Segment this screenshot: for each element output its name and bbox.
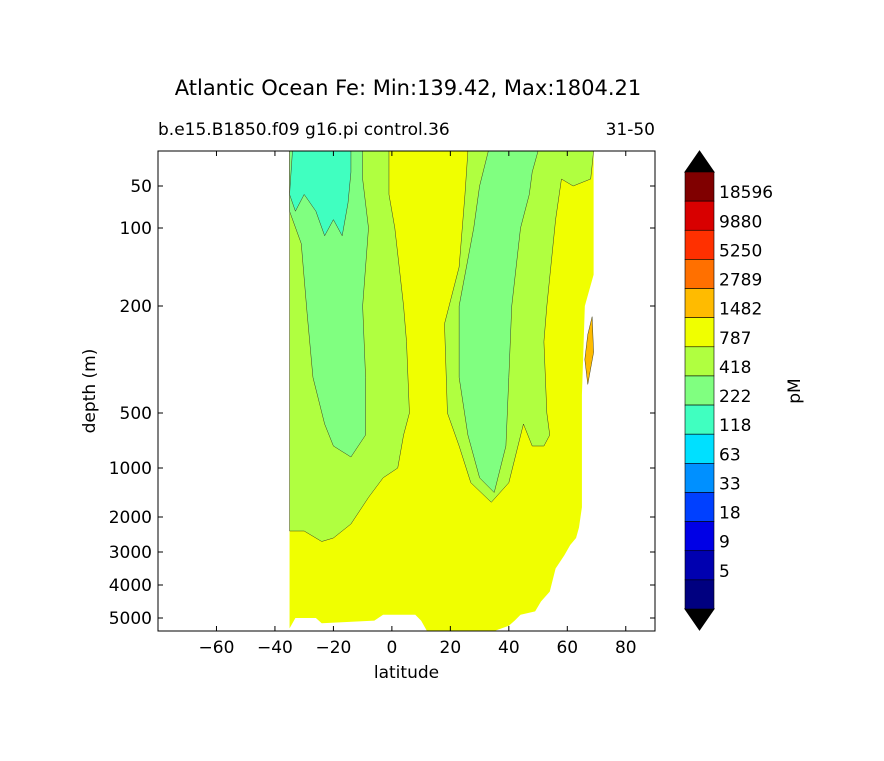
y-tick-label: 200 xyxy=(120,297,152,317)
colorbar-tick-label: 5 xyxy=(719,562,730,582)
x-axis-label: latitude xyxy=(374,663,439,683)
plot-frame xyxy=(157,150,656,632)
y-tick-label: 4000 xyxy=(109,576,152,596)
contour-fills xyxy=(289,150,594,631)
colorbar-segment xyxy=(684,463,715,493)
chart-subtitle-years: 31-50 xyxy=(605,120,655,140)
colorbar-tick-label: 18596 xyxy=(719,183,773,203)
colorbar-tick-label: 33 xyxy=(719,474,741,494)
fill-1482-2789 xyxy=(584,316,594,385)
x-tick-label: −40 xyxy=(257,638,293,658)
colorbar-segment xyxy=(684,492,715,522)
x-tick-label: −60 xyxy=(199,638,235,658)
colorbar-segment xyxy=(684,317,715,348)
colorbar-tick-label: 118 xyxy=(719,416,751,436)
colorbar-tick-label: 222 xyxy=(719,387,751,407)
colorbar-segment xyxy=(684,200,715,231)
fill-118-222 xyxy=(289,150,352,237)
colorbar-extend-max xyxy=(684,150,715,173)
colorbar-segment xyxy=(684,550,715,581)
y-axis: 50 100 200 500 1000 2000 3000 4000 5000 depth (m) xyxy=(80,177,655,629)
colorbar-segment xyxy=(684,346,715,377)
y-tick-label: 500 xyxy=(120,404,152,424)
x-axis: −60 −40 −20 0 20 40 60 80 latitude xyxy=(199,151,637,683)
colorbar-extend-min xyxy=(684,608,715,631)
colorbar: 18596 9880 5250 2789 1482 787 418 222 118 63 33 18 9… xyxy=(684,150,805,631)
colorbar-segment xyxy=(684,375,715,406)
colorbar-tick-label: 18 xyxy=(719,504,741,524)
colorbar-segment xyxy=(684,579,715,610)
y-tick-label: 5000 xyxy=(109,609,152,629)
fill-222-418-south xyxy=(289,150,369,458)
chart-title: Atlantic Ocean Fe: Min:139.42, Max:1804.… xyxy=(174,76,642,100)
x-tick-label: 20 xyxy=(440,638,462,658)
colorbar-tick-label: 1482 xyxy=(719,300,762,320)
y-tick-label: 1000 xyxy=(109,459,152,479)
colorbar-segment xyxy=(684,288,715,318)
x-tick-label: 0 xyxy=(386,638,397,658)
colorbar-tick-label: 2789 xyxy=(719,271,762,291)
colorbar-tick-label: 787 xyxy=(719,329,751,349)
chart-subtitle-case: b.e15.B1850.f09 g16.pi control.36 xyxy=(158,120,450,140)
colorbar-tick-label: 63 xyxy=(719,445,741,465)
x-tick-label: 40 xyxy=(498,638,520,658)
fill-222-418-north xyxy=(458,150,539,493)
x-tick-label: −20 xyxy=(315,638,351,658)
x-tick-label: 60 xyxy=(556,638,578,658)
colorbar-tick-label: 9 xyxy=(719,533,730,553)
x-tick-label: 80 xyxy=(615,638,637,658)
y-tick-label: 3000 xyxy=(109,543,152,563)
y-tick-label: 50 xyxy=(130,177,152,197)
colorbar-segment xyxy=(684,521,715,552)
colorbar-segment xyxy=(684,229,715,260)
colorbar-label: pM xyxy=(785,378,805,403)
y-axis-label: depth (m) xyxy=(80,349,100,434)
colorbar-segment xyxy=(684,171,715,202)
y-tick-label: 2000 xyxy=(109,508,152,528)
colorbar-tick-label: 418 xyxy=(719,358,751,378)
colorbar-tick-label: 5250 xyxy=(719,241,762,261)
y-tick-label: 100 xyxy=(120,219,152,239)
colorbar-segment xyxy=(684,259,715,289)
colorbar-tick-label: 9880 xyxy=(719,212,762,232)
colorbar-segment xyxy=(684,404,715,435)
colorbar-segment xyxy=(684,433,715,464)
